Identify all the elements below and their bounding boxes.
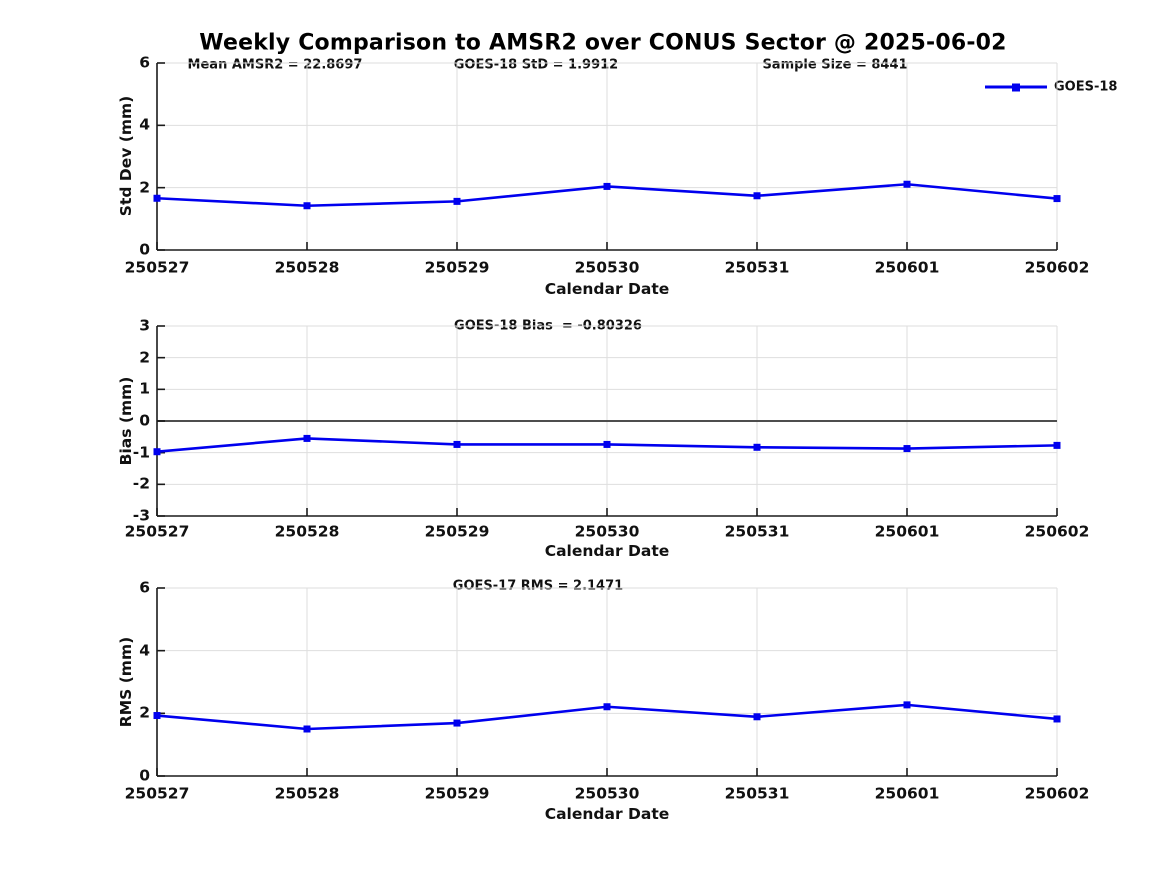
data-point-marker	[153, 448, 161, 456]
x-tick-label: 250602	[1024, 258, 1090, 277]
x-tick-label: 250530	[574, 258, 640, 277]
legend-line-sample	[985, 83, 1047, 91]
x-tick-label: 250530	[574, 784, 640, 803]
data-point-marker	[1053, 715, 1061, 723]
annotation-goes18-std: GOES-18 StD = 1.9912	[453, 57, 619, 73]
x-tick-label: 250528	[274, 522, 340, 541]
data-point-marker	[903, 445, 911, 453]
data-point-marker	[603, 182, 611, 190]
x-tick-label: 250527	[124, 258, 190, 277]
y-tick-label: 0	[139, 766, 150, 785]
x-tick-label: 250529	[424, 784, 490, 803]
data-point-marker	[153, 194, 161, 202]
annotation-mean-amsr2: Mean AMSR2 = 22.8697	[187, 57, 363, 73]
x-tick-label: 250528	[274, 784, 340, 803]
legend-label-goes18: GOES-18	[1054, 79, 1118, 95]
y-tick-label: -1	[132, 442, 150, 461]
data-point-marker	[453, 197, 461, 205]
y-tick-label: 6	[139, 53, 150, 72]
x-tick-label: 250602	[1024, 522, 1090, 541]
figure-title: Weekly Comparison to AMSR2 over CONUS Se…	[199, 30, 1007, 56]
data-point-marker	[753, 443, 761, 451]
x-tick-label: 250531	[724, 522, 790, 541]
y-tick-label: 4	[139, 640, 150, 659]
x-tick-label: 250602	[1024, 784, 1090, 803]
y-tick-label: -2	[132, 474, 150, 493]
rms-x-axis-label: Calendar Date	[544, 805, 670, 823]
std-dev-x-axis-label: Calendar Date	[544, 280, 670, 298]
y-tick-label: 1	[139, 379, 150, 398]
x-tick-label: 250529	[424, 522, 490, 541]
data-point-marker	[303, 434, 311, 442]
data-point-marker	[453, 440, 461, 448]
x-tick-label: 250528	[274, 258, 340, 277]
std-dev-plot	[153, 62, 1061, 251]
x-tick-label: 250601	[874, 258, 940, 277]
x-tick-label: 250601	[874, 522, 940, 541]
y-tick-label: 0	[139, 240, 150, 259]
data-point-marker	[1053, 441, 1061, 449]
y-tick-label: 0	[139, 411, 150, 430]
y-tick-label: 2	[139, 347, 150, 366]
x-tick-label: 250527	[124, 522, 190, 541]
y-tick-label: 2	[139, 177, 150, 196]
std-dev-y-axis-label: Std Dev (mm)	[117, 95, 135, 217]
x-tick-label: 250530	[574, 522, 640, 541]
data-point-marker	[153, 712, 161, 720]
y-tick-label: 2	[139, 703, 150, 722]
data-point-marker	[903, 180, 911, 188]
data-point-marker	[753, 192, 761, 200]
data-point-marker	[903, 701, 911, 709]
x-tick-label: 250601	[874, 784, 940, 803]
legend-square-marker-icon	[1012, 83, 1020, 91]
x-tick-label: 250531	[724, 258, 790, 277]
y-tick-label: 6	[139, 578, 150, 597]
data-point-marker	[303, 202, 311, 210]
legend: GOES-18	[985, 80, 1117, 95]
x-tick-label: 250527	[124, 784, 190, 803]
bias-x-axis-label: Calendar Date	[544, 542, 670, 560]
y-tick-label: 3	[139, 316, 150, 335]
data-point-marker	[453, 719, 461, 727]
y-tick-label: -3	[132, 506, 150, 525]
x-tick-label: 250529	[424, 258, 490, 277]
data-point-marker	[1053, 195, 1061, 203]
data-point-marker	[603, 440, 611, 448]
x-tick-label: 250531	[724, 784, 790, 803]
annotation-goes17-rms: GOES-17 RMS = 2.1471	[452, 578, 624, 594]
y-tick-label: 4	[139, 115, 150, 134]
data-point-marker	[603, 703, 611, 711]
data-point-marker	[303, 725, 311, 733]
data-point-marker	[753, 713, 761, 721]
annotation-sample-size: Sample Size = 8441	[762, 57, 908, 73]
rms-plot	[153, 587, 1061, 777]
bias-plot	[153, 325, 1061, 517]
